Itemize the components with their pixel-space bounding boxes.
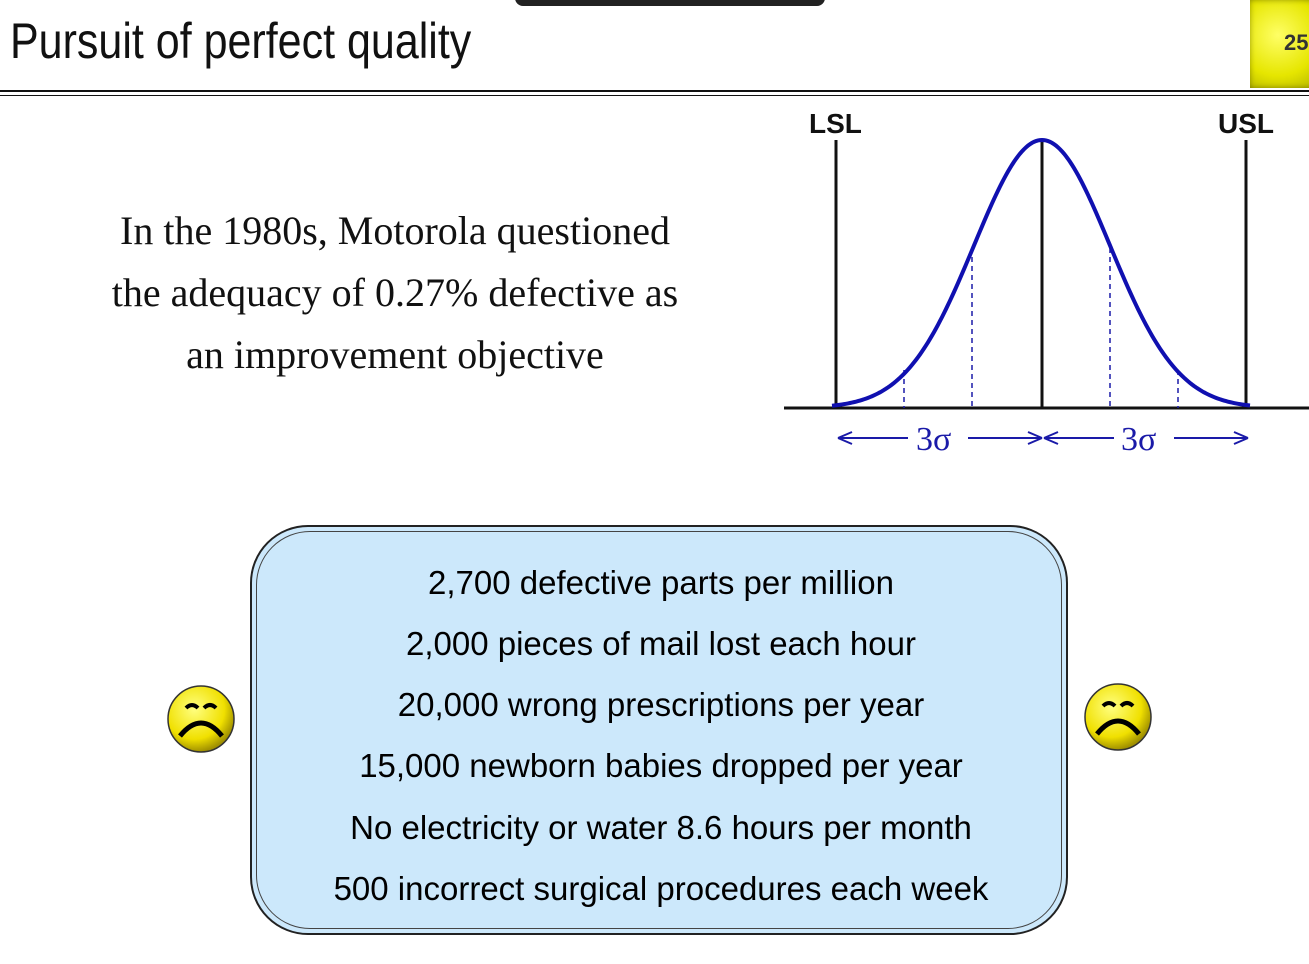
quality-facts-box: 2,700 defective parts per million 2,000 … [250, 525, 1068, 935]
sad-face-icon [167, 685, 235, 753]
fact-item: 2,000 pieces of mail lost each hour [406, 625, 916, 662]
fact-item: 20,000 wrong prescriptions per year [397, 686, 925, 723]
normal-distribution-diagram: LSL USL 3σ 3σ [784, 108, 1309, 458]
fact-item: 15,000 newborn babies dropped per year [359, 747, 963, 784]
lsl-label: LSL [809, 108, 862, 139]
right-sigma-label: 3σ [1121, 421, 1156, 458]
intro-line: In the 1980s, Motorola questioned [120, 208, 670, 253]
top-tab-bar [515, 0, 825, 6]
fact-item: No electricity or water 8.6 hours per mo… [350, 809, 972, 846]
fact-item: 2,700 defective parts per million [428, 564, 894, 601]
bell-curve [831, 137, 1251, 408]
title-divider-secondary [0, 95, 1309, 96]
usl-label: USL [1218, 108, 1274, 139]
arrowhead-icon [1043, 431, 1059, 445]
intro-line: the adequacy of 0.27% defective as [111, 270, 679, 315]
page-number: 25 [1284, 30, 1309, 55]
sad-face-icon [1084, 683, 1152, 751]
left-sigma-label: 3σ [916, 421, 951, 458]
arrowhead-icon [1233, 431, 1249, 445]
arrowhead-icon [1027, 431, 1043, 445]
arrowhead-icon [837, 431, 853, 445]
page-title: Pursuit of perfect quality [10, 13, 472, 69]
intro-line: an improvement objective [186, 332, 604, 377]
title-divider [0, 90, 1309, 92]
fact-item: 500 incorrect surgical procedures each w… [333, 870, 989, 907]
page-number-badge: 25 [1250, 0, 1309, 88]
intro-paragraph: In the 1980s, Motorola questioned the ad… [80, 200, 710, 386]
infobox-border [256, 531, 1062, 929]
